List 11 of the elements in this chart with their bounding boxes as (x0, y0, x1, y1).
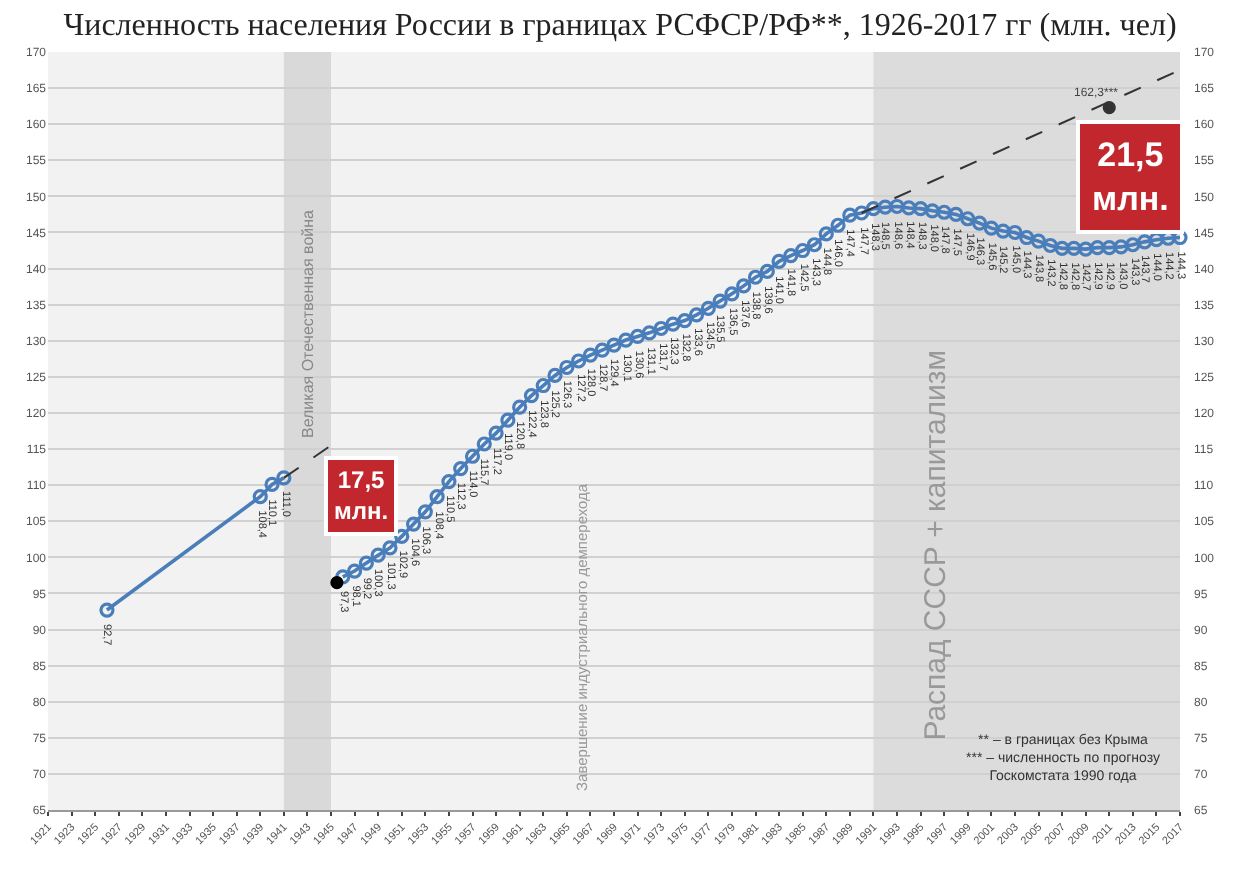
point (276, 470, 292, 486)
point (1102, 100, 1116, 115)
point (264, 476, 280, 493)
annotation: 21,5 млн. (1092, 136, 1169, 219)
point (330, 576, 344, 590)
annotation: 17,5 млн. (334, 466, 389, 526)
point (252, 489, 268, 505)
band-label: Великая Отечественная война (298, 208, 317, 439)
band-label: Распад СССР + капитализм (919, 349, 954, 741)
point (99, 602, 115, 618)
chart-title: Численность населения России в границах РСФСР/РФ**, 1926-2017 гг (млн. чел) (63, 9, 1177, 44)
